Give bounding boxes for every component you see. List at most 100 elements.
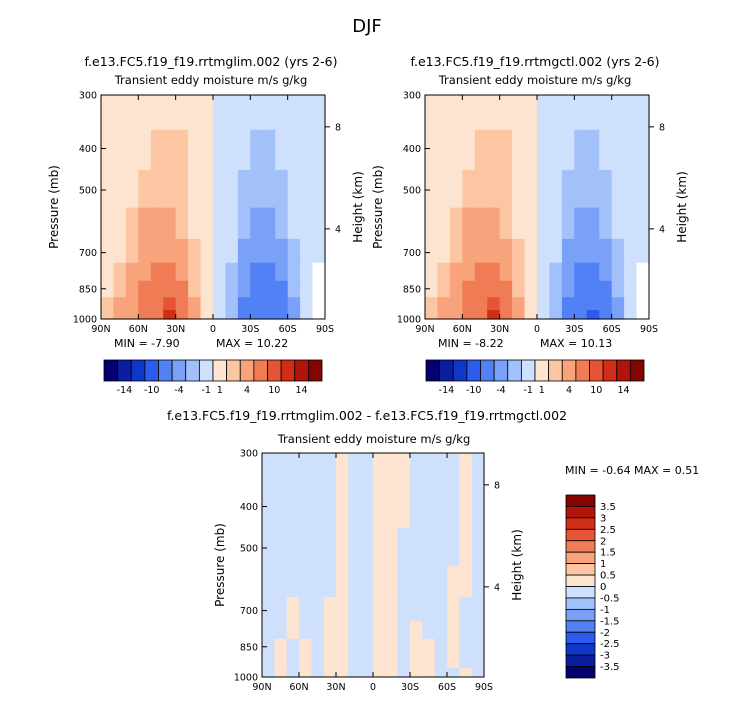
contour-cell — [287, 280, 301, 298]
colorbar-label: 1 — [539, 385, 545, 396]
contour-cell — [549, 95, 563, 130]
contour-cell — [624, 169, 638, 208]
contour-plot: 90N 60N 30N 0 30S 60S 90S 300 400 500 700 850 1000 8 4 — [73, 91, 341, 336]
contour-cell — [213, 207, 227, 239]
contour-cell — [312, 95, 326, 130]
contour-cell — [101, 95, 115, 130]
min-label: MIN = -7.90 — [114, 337, 180, 350]
colorbar-swatch — [117, 359, 132, 382]
contour-cell — [373, 620, 386, 639]
x-tick-label: 60S — [603, 324, 621, 335]
contour-cell — [447, 667, 460, 678]
contour-cell — [250, 280, 264, 298]
contour-cell — [524, 262, 538, 281]
contour-cell — [312, 309, 326, 320]
contour-cell — [624, 262, 638, 281]
contour-cell — [385, 596, 399, 621]
contour-cell — [447, 638, 460, 656]
contour-cell — [449, 169, 463, 208]
contour-cell — [574, 309, 588, 320]
colorbar-label: -4 — [174, 385, 183, 396]
contour-cell — [459, 638, 473, 656]
contour-cell — [138, 280, 152, 298]
contour-cell — [250, 95, 264, 130]
contour-cell — [425, 238, 439, 263]
contour-cell — [323, 596, 337, 621]
contour-cell — [549, 169, 563, 208]
contour-cell — [397, 527, 411, 566]
contour-cell — [549, 262, 563, 281]
contour-cell — [311, 654, 325, 668]
contour-cell — [348, 453, 362, 488]
y-tick-label: 500 — [79, 186, 97, 197]
x-tick-label: 60N — [453, 324, 472, 335]
contour-cell — [250, 296, 264, 310]
contour-cell — [300, 238, 314, 263]
contour-cell — [262, 296, 276, 310]
contour-cell — [138, 129, 152, 170]
contour-cell — [274, 620, 288, 639]
x-tick-label: 0 — [210, 324, 216, 335]
panel-rrtmglim: f.e13.FC5.f19_f19.rrtmglim.002 (yrs 2-6)… — [47, 54, 365, 350]
colorbar-label: -1 — [523, 385, 532, 396]
contour-cell — [250, 207, 264, 239]
contour-cell — [213, 296, 227, 310]
contour-cell — [487, 169, 501, 208]
contour-cell — [150, 95, 164, 130]
contour-cell — [213, 280, 227, 298]
colorbar-label: 10 — [590, 385, 602, 396]
contour-cell — [101, 280, 115, 298]
contour-cell — [397, 620, 411, 639]
contour-cell — [262, 596, 275, 621]
colorbar-swatch — [616, 359, 631, 382]
contour-cell — [636, 296, 650, 310]
colorbar-swatch — [575, 359, 590, 382]
colorbar-swatch — [565, 597, 596, 610]
contour-cell — [348, 620, 362, 639]
contour-cell — [574, 169, 588, 208]
contour-cell — [586, 309, 600, 320]
contour-cell — [200, 238, 214, 263]
contour-cell — [150, 129, 164, 170]
contour-cell — [125, 169, 139, 208]
contour-cell — [499, 262, 513, 281]
contour-cell — [275, 309, 289, 320]
contour-cell — [574, 262, 588, 281]
contour-cell — [237, 262, 251, 281]
colorbar-swatch — [565, 506, 596, 519]
contour-cell — [437, 129, 451, 170]
contour-cell — [163, 95, 177, 130]
contour-cell — [524, 207, 538, 239]
contour-cell — [262, 95, 276, 130]
contour-cell — [586, 169, 600, 208]
contour-cell — [474, 280, 488, 298]
x-tick-label: 30N — [490, 324, 509, 335]
contour-cell — [299, 565, 312, 597]
contour-cell — [422, 527, 436, 566]
contour-cell — [471, 596, 485, 621]
contour-cell — [213, 238, 227, 263]
colorbar-swatch — [565, 551, 596, 565]
contour-cell — [188, 262, 202, 281]
contour-cell — [163, 129, 177, 170]
contour-cell — [410, 487, 423, 528]
x-tick-label: 30N — [326, 682, 345, 693]
contour-cell — [275, 95, 289, 130]
contour-cell — [499, 280, 513, 298]
contour-cell — [422, 620, 436, 639]
contour-cell — [549, 309, 563, 320]
contour-cell — [422, 654, 436, 668]
colorbar-label: 4 — [244, 385, 250, 396]
x-tick-label: 60N — [289, 682, 308, 693]
contour-cell — [113, 238, 127, 263]
contour-cell — [286, 638, 300, 656]
contour-cell — [397, 565, 411, 597]
colorbar-swatch — [507, 359, 522, 382]
contour-cell — [138, 309, 152, 320]
contour-cell — [624, 238, 638, 263]
contour-cell — [312, 169, 326, 208]
contour-cell — [549, 129, 563, 170]
contour-cell — [311, 565, 325, 597]
contour-cell — [360, 565, 374, 597]
contour-cell — [287, 129, 301, 170]
